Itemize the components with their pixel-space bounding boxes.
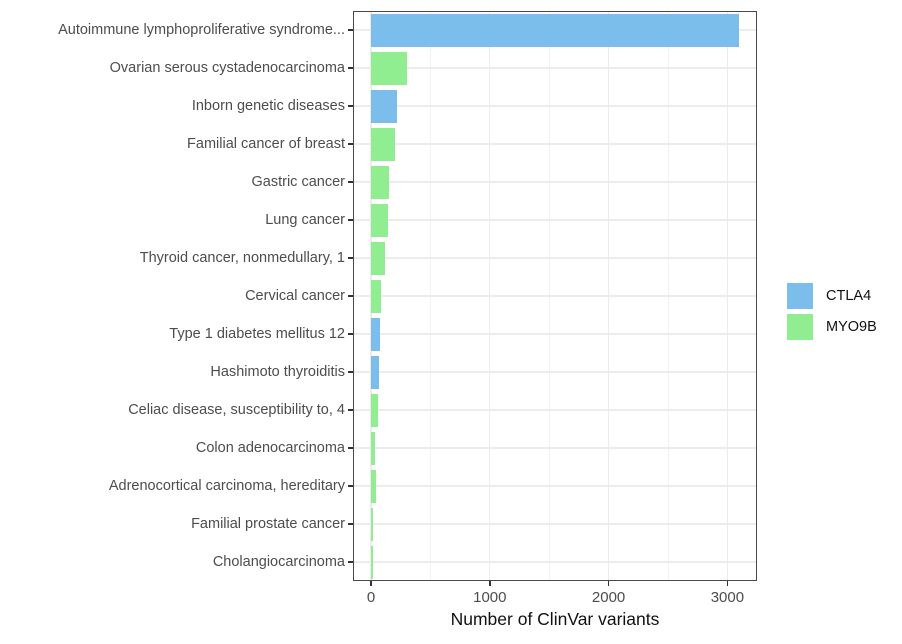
bar-adrenocortical-carcinoma-hereditary — [371, 469, 376, 503]
bar-hashimoto-thyroiditis — [371, 355, 380, 389]
bar-colon-adenocarcinoma — [371, 431, 376, 465]
y-tick — [348, 333, 353, 335]
gridline-major-horizontal — [353, 561, 757, 563]
gridline-major-horizontal — [353, 333, 757, 335]
x-tick — [489, 581, 491, 586]
y-axis-label-cervical-cancer: Cervical cancer — [245, 288, 345, 304]
bar-inborn-genetic-diseases — [371, 89, 397, 123]
y-axis-label-autoimmune-lymphoproliferative-syndrome: Autoimmune lymphoproliferative syndrome.… — [58, 22, 345, 38]
gridline-major-horizontal — [353, 371, 757, 373]
y-tick — [348, 485, 353, 487]
y-axis-label-thyroid-cancer-nonmedullary-1: Thyroid cancer, nonmedullary, 1 — [139, 250, 345, 266]
y-axis-label-inborn-genetic-diseases: Inborn genetic diseases — [191, 98, 345, 114]
gridline-major-horizontal — [353, 67, 757, 69]
y-axis-label-type-1-diabetes-mellitus-12: Type 1 diabetes mellitus 12 — [169, 326, 345, 342]
y-tick — [348, 29, 353, 31]
x-tick-label-0: 0 — [366, 589, 376, 606]
bar-ovarian-serous-cystadenocarcinoma — [371, 51, 407, 85]
x-tick — [726, 581, 729, 586]
bar-familial-prostate-cancer — [371, 507, 374, 541]
plot-panel — [353, 11, 757, 581]
y-axis-label-familial-prostate-cancer: Familial prostate cancer — [191, 516, 345, 532]
y-tick — [348, 409, 353, 411]
y-tick — [348, 257, 353, 259]
x-axis-title: Number of ClinVar variants — [450, 609, 660, 629]
x-tick-label-2000: 2000 — [591, 589, 626, 606]
y-tick — [348, 181, 353, 183]
y-tick — [348, 561, 353, 563]
y-tick — [348, 523, 353, 525]
gridline-major-horizontal — [353, 523, 757, 525]
gridline-major-horizontal — [353, 219, 757, 221]
bar-cervical-cancer — [371, 279, 381, 313]
y-axis-label-gastric-cancer: Gastric cancer — [251, 174, 345, 190]
bar-thyroid-cancer-nonmedullary-1 — [371, 241, 386, 275]
legend-label-ctla4: CTLA4 — [826, 288, 872, 304]
gridline-major-horizontal — [353, 181, 757, 183]
y-axis-label-lung-cancer: Lung cancer — [265, 212, 345, 228]
bar-autoimmune-lymphoproliferative-syndrome — [371, 13, 740, 47]
y-tick — [348, 371, 353, 373]
legend-key-ctla4: CTLA4 — [787, 283, 877, 309]
x-tick — [370, 581, 372, 586]
legend-swatch-ctla4 — [787, 283, 813, 309]
gridline-major-horizontal — [353, 257, 757, 259]
gridline-major-horizontal — [353, 447, 757, 449]
y-tick — [348, 447, 353, 449]
gridline-major-horizontal — [353, 295, 757, 297]
y-axis-label-adrenocortical-carcinoma-hereditary: Adrenocortical carcinoma, hereditary — [108, 478, 345, 494]
gridline-major-horizontal — [353, 485, 757, 487]
y-tick — [348, 105, 353, 107]
legend-swatch-myo9b — [787, 314, 813, 340]
y-tick — [348, 219, 353, 221]
y-tick — [348, 295, 353, 297]
bar-lung-cancer — [371, 203, 389, 237]
legend-key-myo9b: MYO9B — [787, 314, 877, 340]
gridline-major-horizontal — [353, 105, 757, 107]
bar-cholangiocarcinoma — [371, 545, 373, 579]
x-tick — [607, 581, 610, 586]
y-tick — [348, 143, 353, 145]
x-tick-label-3000: 3000 — [710, 589, 745, 606]
y-axis-label-hashimoto-thyroiditis: Hashimoto thyroiditis — [210, 364, 345, 380]
legend: CTLA4 MYO9B — [787, 283, 877, 345]
y-axis-label-celiac-disease-susceptibility-to-4: Celiac disease, susceptibility to, 4 — [128, 402, 345, 418]
gridline-major-horizontal — [353, 143, 757, 145]
y-axis-label-familial-cancer-of-breast: Familial cancer of breast — [187, 136, 345, 152]
bar-familial-cancer-of-breast — [371, 127, 396, 161]
x-tick-label-1000: 1000 — [473, 589, 507, 606]
bar-gastric-cancer — [371, 165, 389, 199]
y-tick — [348, 67, 353, 69]
bar-celiac-disease-susceptibility-to-4 — [371, 393, 379, 427]
gridline-major-horizontal — [353, 409, 757, 411]
bar-type-1-diabetes-mellitus-12 — [371, 317, 380, 351]
legend-label-myo9b: MYO9B — [826, 319, 877, 335]
y-axis-label-cholangiocarcinoma: Cholangiocarcinoma — [212, 554, 345, 570]
y-axis-label-colon-adenocarcinoma: Colon adenocarcinoma — [195, 440, 345, 456]
y-axis-label-ovarian-serous-cystadenocarcinoma: Ovarian serous cystadenocarcinoma — [109, 60, 345, 76]
